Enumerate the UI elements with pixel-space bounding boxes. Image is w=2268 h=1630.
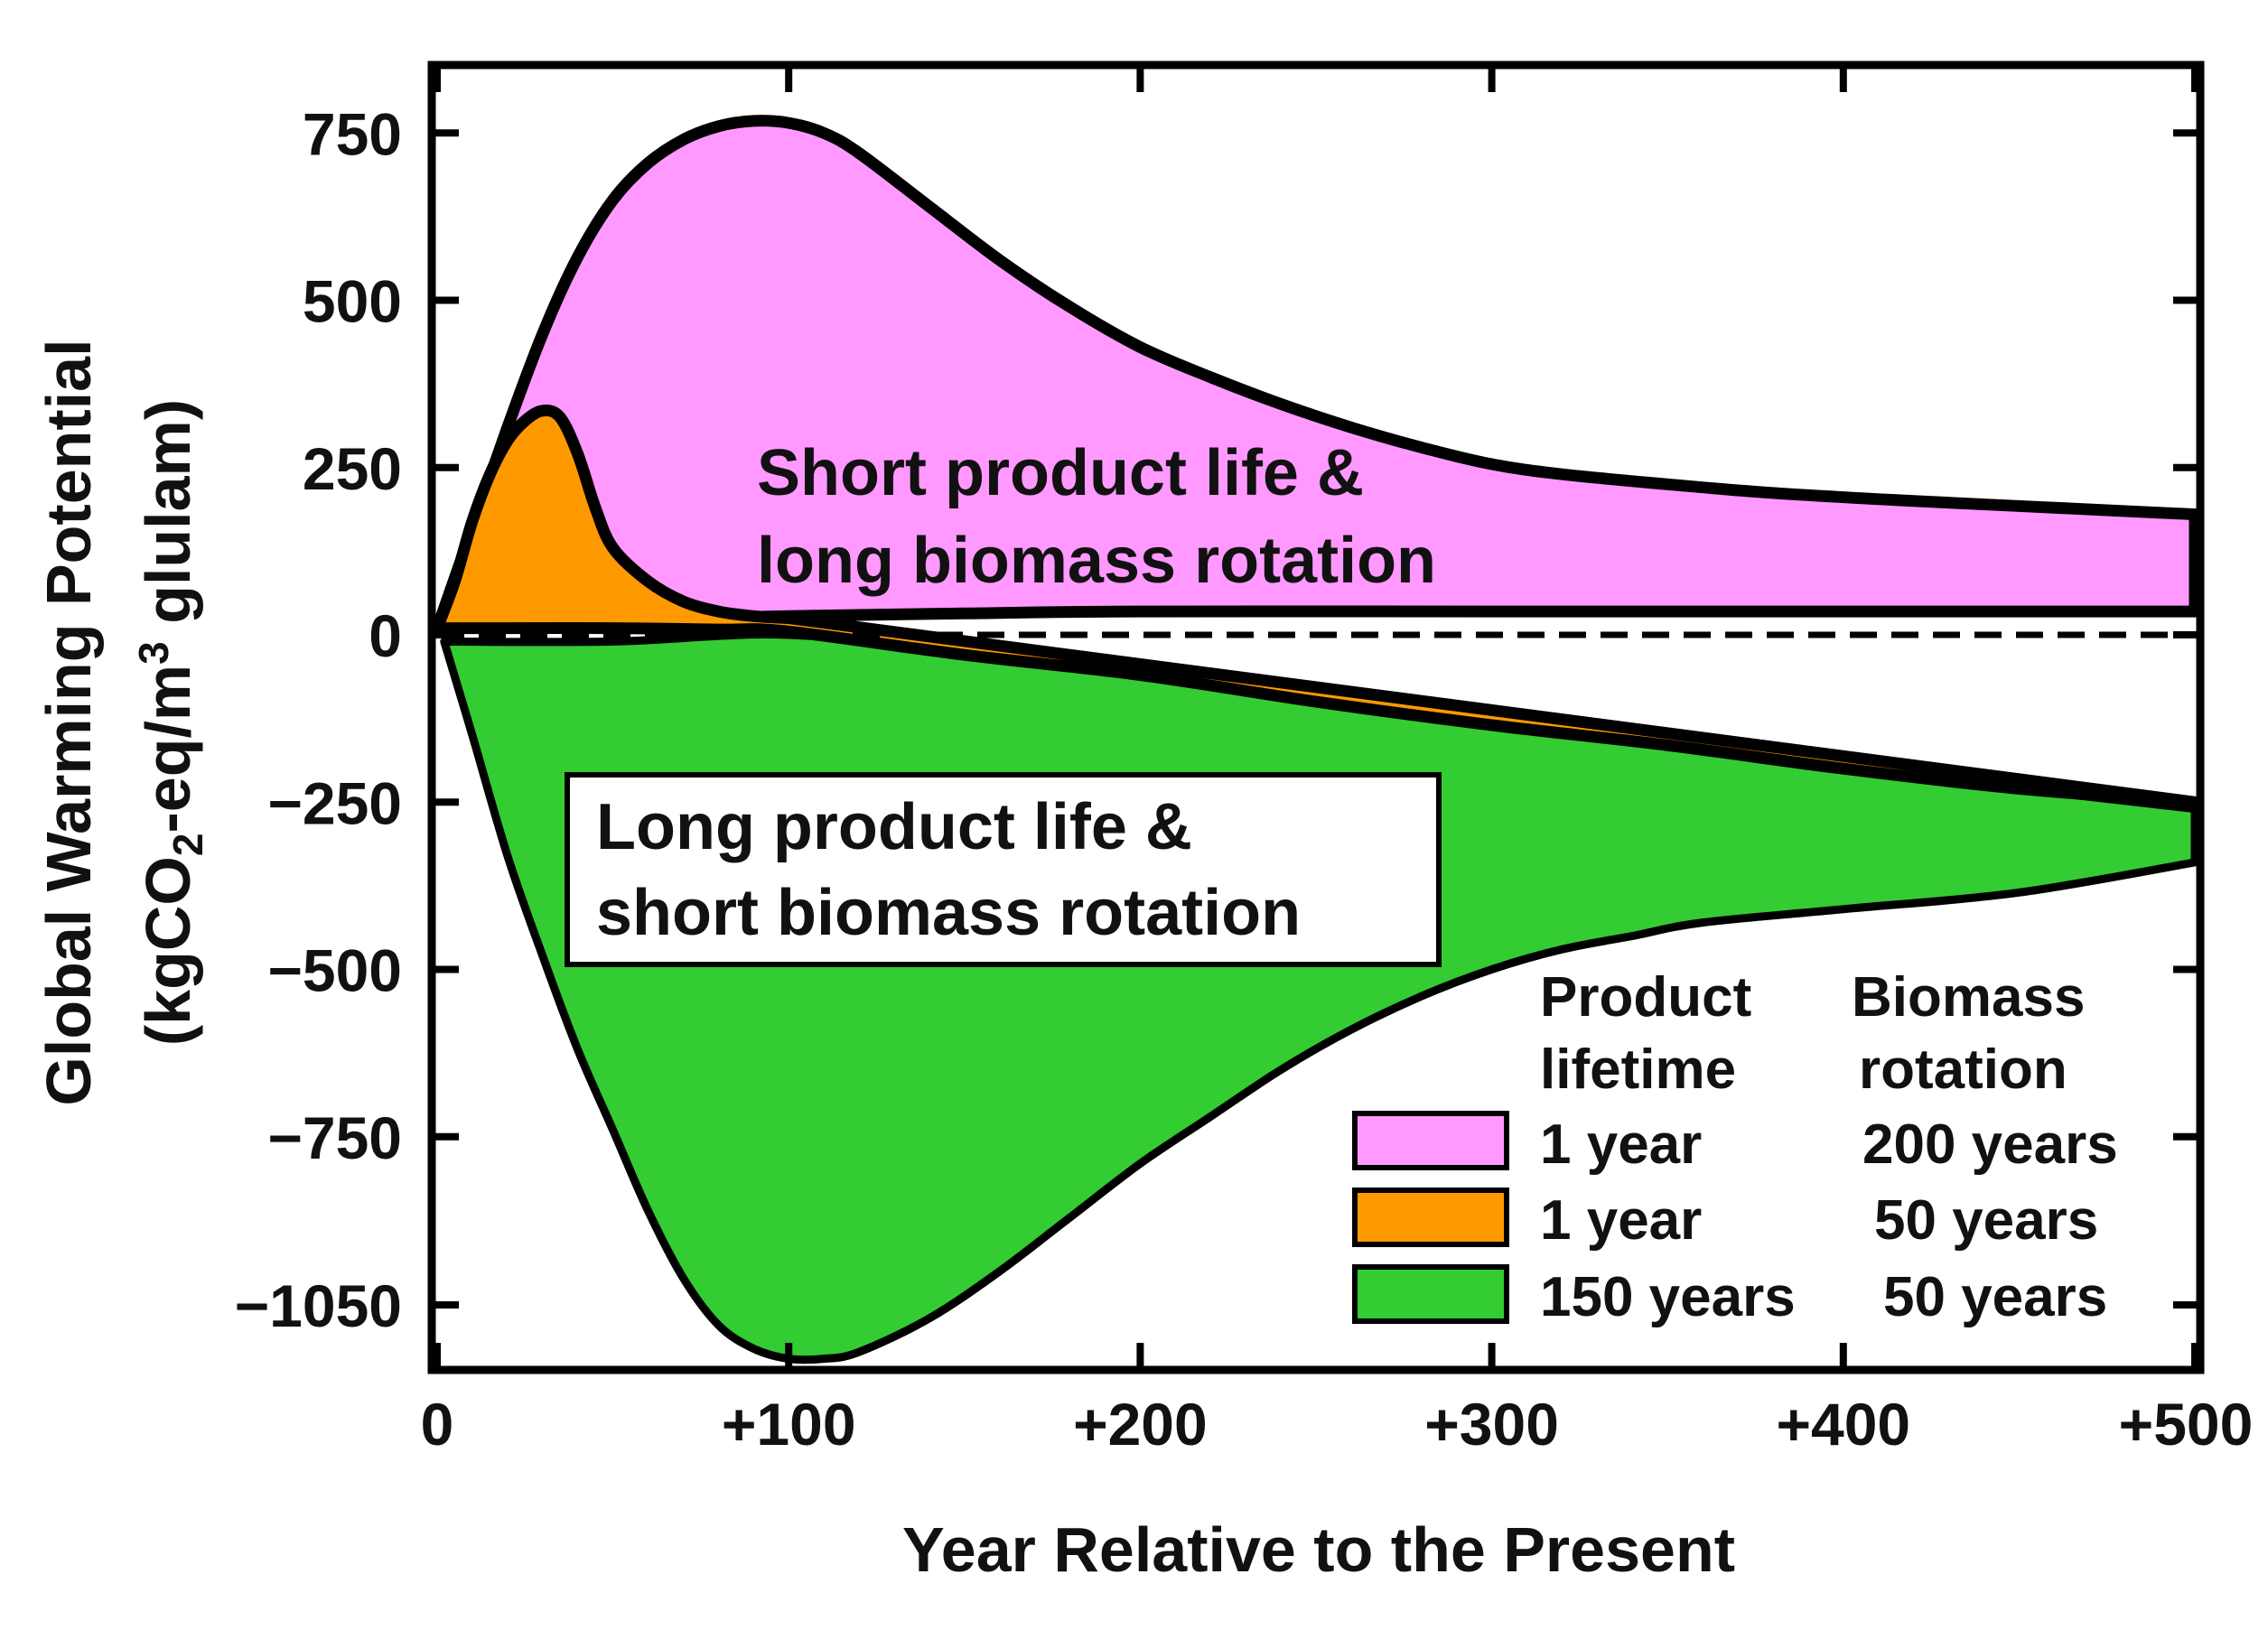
- y-tick-labels: 750 500 250 0 −250 −500 −750 −1050: [235, 100, 402, 1339]
- x-tick-label: 0: [421, 1391, 454, 1458]
- x-axis-title: Year Relative to the Present: [902, 1514, 1735, 1585]
- legend-header-biomass: Biomass: [1852, 966, 2085, 1029]
- series-short-product-short-rotation-area: [431, 405, 2201, 808]
- legend-entry-lifetime: 150 years: [1540, 1266, 1796, 1328]
- y-tick-label: −250: [267, 769, 402, 836]
- annotation-box: [565, 772, 1442, 967]
- y-tick-label: 500: [303, 268, 402, 335]
- x-tick-label: +500: [2119, 1391, 2254, 1458]
- x-tick-label: +200: [1073, 1391, 1208, 1458]
- legend: Product lifetime Biomass rotation 1 year…: [1352, 966, 2118, 1328]
- legend-header-rotation: rotation: [1859, 1039, 2067, 1101]
- legend-entry-lifetime: 1 year: [1540, 1189, 1702, 1252]
- legend-swatch-orange: [1352, 1188, 1509, 1247]
- legend-swatch-pink: [1352, 1111, 1509, 1170]
- annotation-long-product-short-rotation: Long product life & short biomass rotati…: [565, 772, 1442, 967]
- y-axis-title-line1: Global Warming Potential: [33, 339, 104, 1105]
- y-tick-label: 250: [303, 435, 402, 502]
- legend-entry-lifetime: 1 year: [1540, 1113, 1702, 1176]
- annotation-line: Long product life &: [596, 791, 1192, 863]
- plot-frame: [427, 61, 2205, 1374]
- y-tick-label: −1050: [235, 1272, 402, 1339]
- y-axis-unit-pre: (kgCO: [133, 856, 203, 1046]
- legend-swatch-green: [1352, 1264, 1509, 1324]
- x-tick-label: +400: [1776, 1391, 1910, 1458]
- y-tick-label: −500: [267, 937, 402, 1004]
- y-axis-unit-mid: -eq/m: [133, 665, 203, 834]
- y-tick-label: −750: [267, 1104, 402, 1171]
- y-axis-title-line2: (kgCO2-eq/m3 glulam): [130, 399, 211, 1046]
- annotation-short-product-long-rotation: Short product life & long biomass rotati…: [757, 437, 1436, 597]
- legend-header-lifetime: lifetime: [1540, 1039, 1736, 1101]
- legend-entry-rotation: 200 years: [1862, 1113, 2118, 1176]
- y-axis-unit-post: glulam): [133, 399, 203, 641]
- series-short-product-long-rotation-area: [431, 115, 2201, 635]
- annotation-line: short biomass rotation: [596, 877, 1301, 949]
- y-tick-label: 0: [369, 602, 402, 669]
- axis-ticks: [432, 65, 2200, 1370]
- y-tick-label: 750: [303, 100, 402, 167]
- x-tick-labels: 0 +100 +200 +300 +400 +500: [421, 1391, 2254, 1458]
- annotation-line: long biomass rotation: [757, 525, 1436, 597]
- annotation-line: Short product life &: [757, 437, 1364, 509]
- y-axis-unit-subscript: 2: [164, 834, 211, 857]
- x-tick-label: +100: [722, 1391, 856, 1458]
- x-tick-label: +300: [1424, 1391, 1559, 1458]
- y-axis-unit-superscript: 3: [130, 641, 177, 665]
- y-axis-title: Global Warming Potential (kgCO2-eq/m3 gl…: [33, 339, 211, 1105]
- legend-entry-rotation: 50 years: [1874, 1189, 2098, 1252]
- legend-entry-rotation: 50 years: [1883, 1266, 2107, 1328]
- legend-header-product: Product: [1540, 966, 1751, 1029]
